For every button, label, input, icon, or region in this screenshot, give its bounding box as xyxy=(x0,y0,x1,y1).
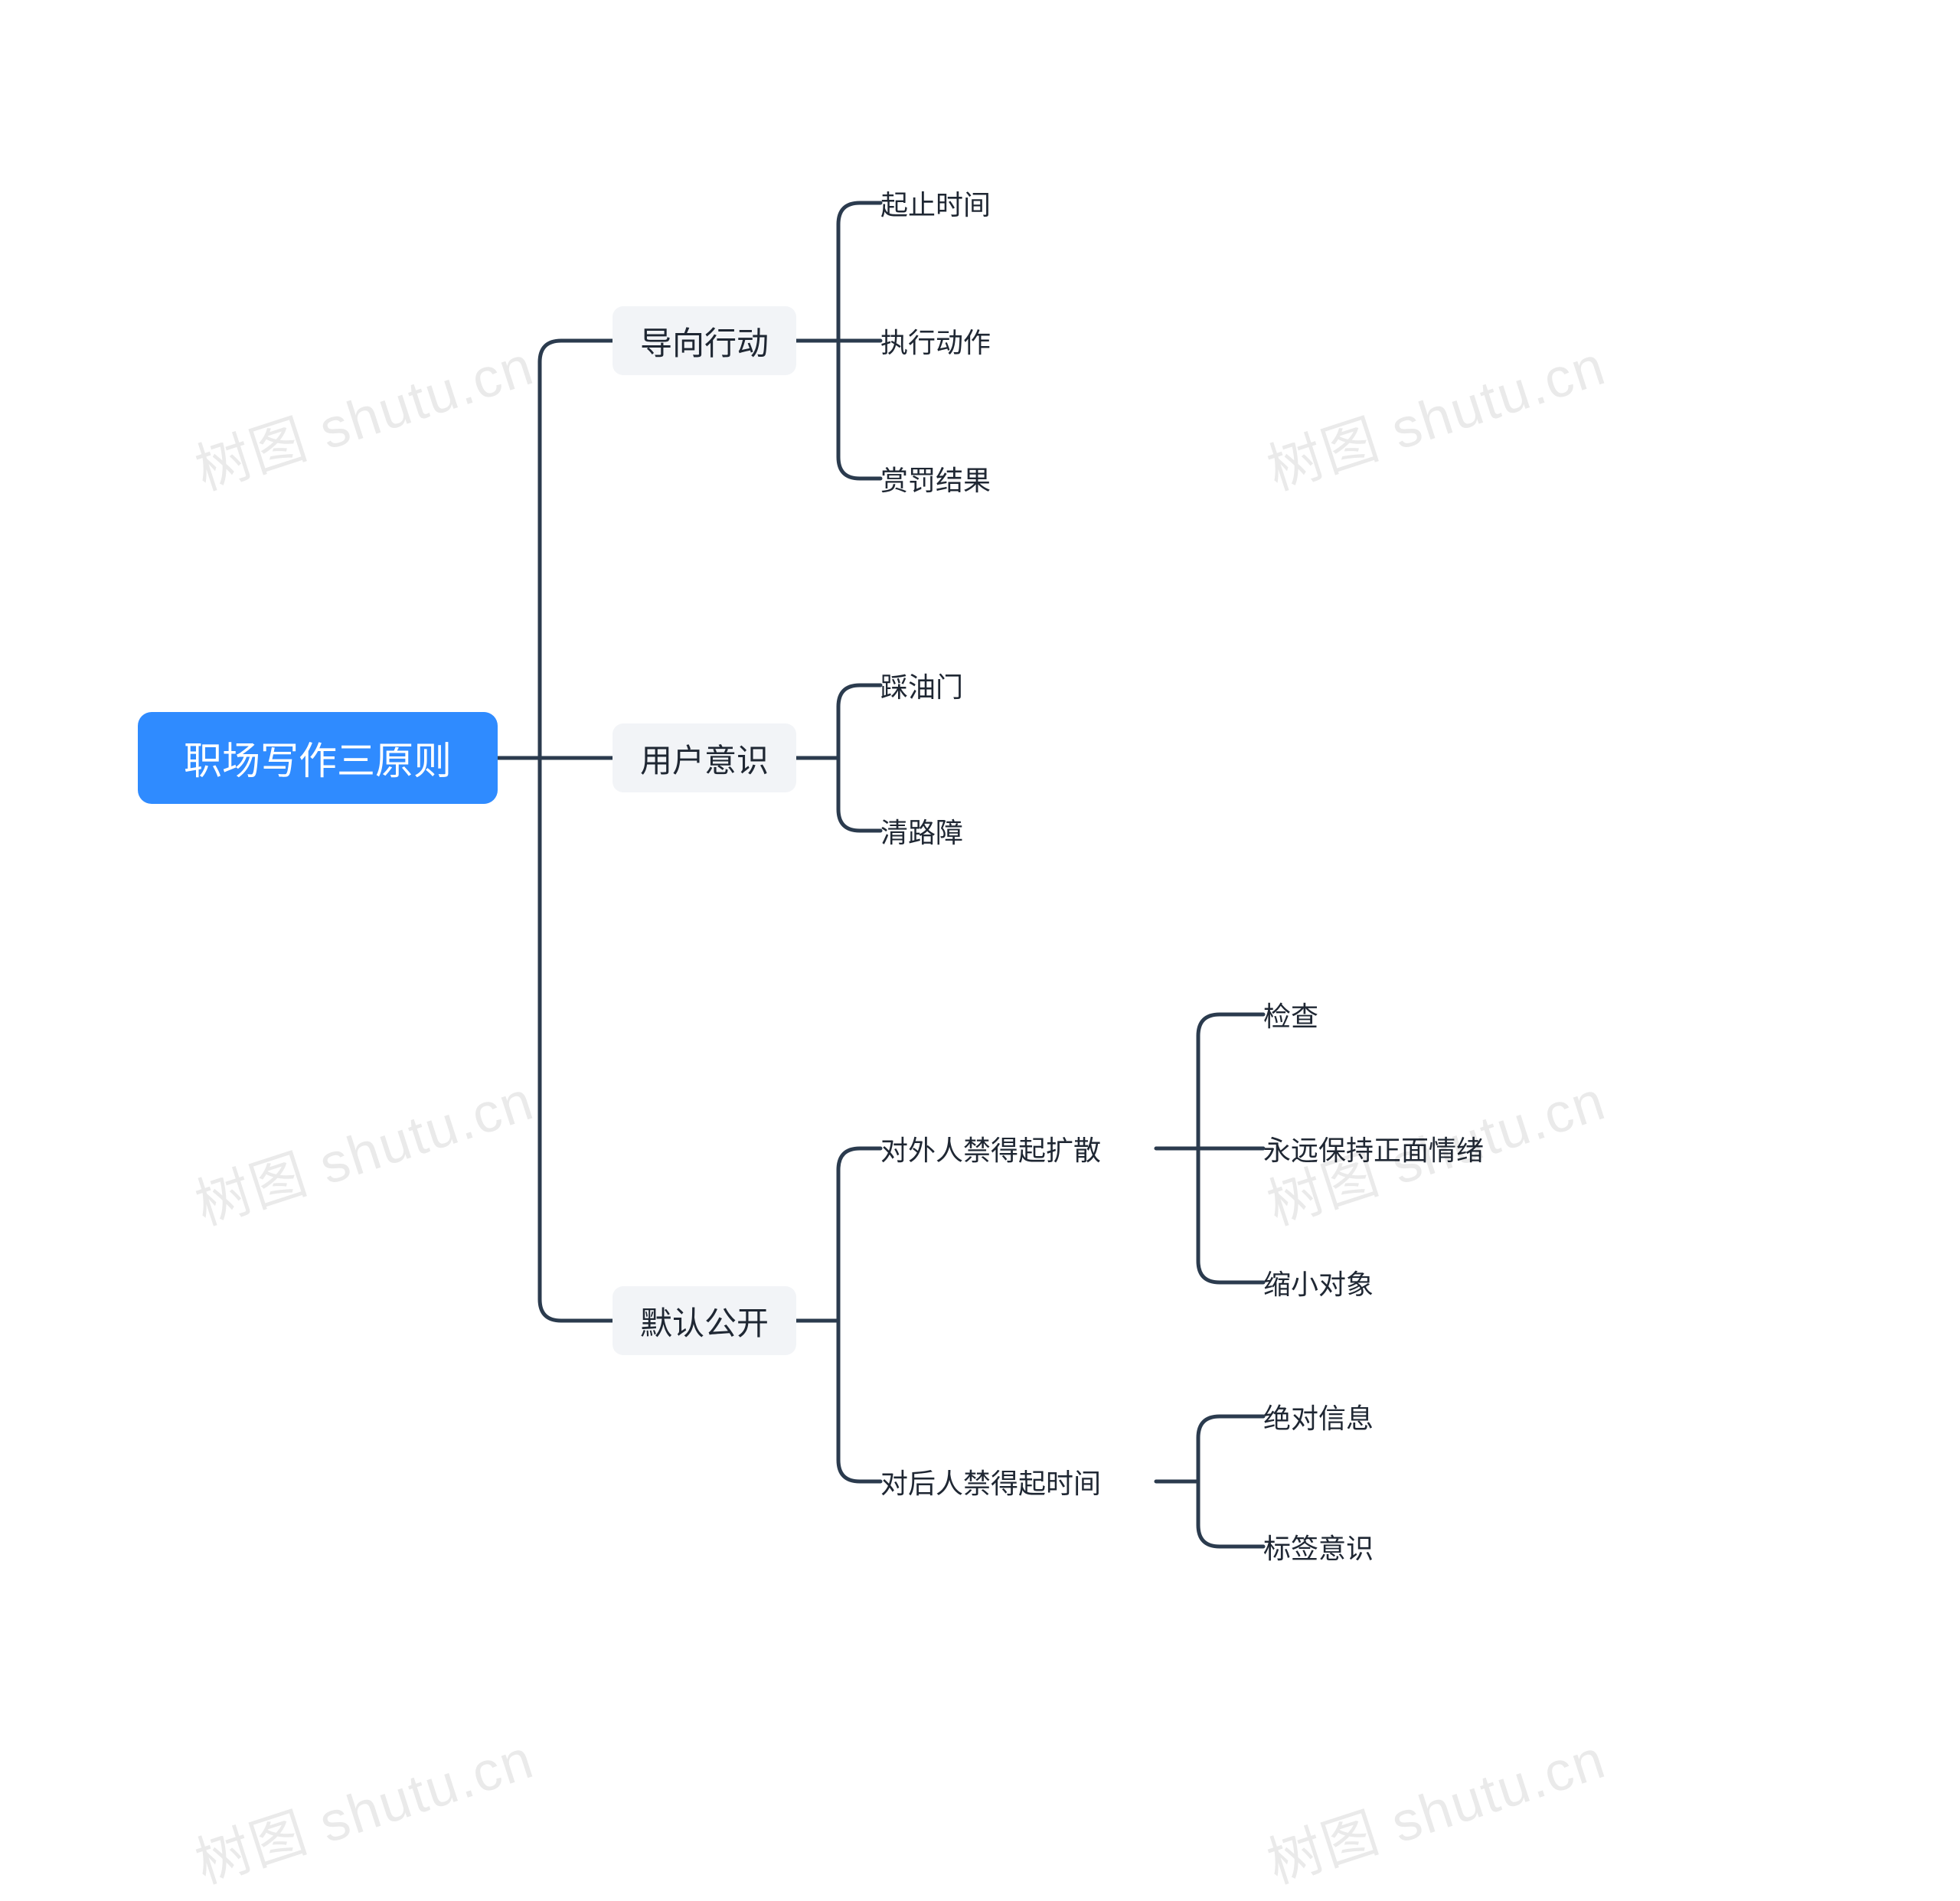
leaf-label: 缩小对象 xyxy=(1263,1262,1374,1302)
branch-node-user[interactable]: 用户意识 xyxy=(612,723,796,792)
leaf-label: 踩油门 xyxy=(880,665,963,705)
leaf-node[interactable]: 缩小对象 xyxy=(1263,1263,1416,1302)
leaf-node[interactable]: 对外人禁得起扩散 xyxy=(880,1129,1156,1168)
watermark: 树图 shutu.cn xyxy=(184,1055,542,1240)
leaf-label: 执行动作 xyxy=(880,321,991,361)
leaf-label: 对后人禁得起时间 xyxy=(880,1462,1101,1501)
connector xyxy=(796,1148,880,1481)
leaf-label: 标签意识 xyxy=(1263,1527,1374,1566)
root-label: 职场写作三原则 xyxy=(184,730,452,786)
branch-node-public[interactable]: 默认公开 xyxy=(612,1286,796,1355)
connector-layer xyxy=(0,0,1960,1901)
connector xyxy=(498,341,612,1321)
connector xyxy=(1156,1014,1263,1282)
connector xyxy=(796,685,880,831)
leaf-node[interactable]: 清路障 xyxy=(880,812,1003,850)
leaf-node[interactable]: 起止时间 xyxy=(880,184,1034,222)
leaf-node[interactable]: 永远保持正面情绪 xyxy=(1263,1129,1524,1168)
watermark: 树图 shutu.cn xyxy=(1256,1713,1614,1898)
leaf-node[interactable]: 对后人禁得起时间 xyxy=(880,1462,1156,1501)
leaf-label: 永远保持正面情绪 xyxy=(1263,1129,1484,1168)
leaf-node[interactable]: 检查 xyxy=(1263,995,1355,1034)
connector xyxy=(796,203,880,479)
leaf-node[interactable]: 标签意识 xyxy=(1263,1527,1416,1566)
leaf-node[interactable]: 踩油门 xyxy=(880,666,1003,704)
branch-node-action[interactable]: 导向行动 xyxy=(612,306,796,375)
branch-label: 默认公开 xyxy=(640,1298,769,1344)
mindmap-root-node[interactable]: 职场写作三原则 xyxy=(138,712,498,804)
leaf-node[interactable]: 绝对信息 xyxy=(1263,1397,1416,1436)
leaf-label: 对外人禁得起扩散 xyxy=(880,1129,1101,1168)
watermark: 树图 shutu.cn xyxy=(184,1713,542,1898)
leaf-node[interactable]: 执行动作 xyxy=(880,322,1034,360)
leaf-label: 赏罚结果 xyxy=(880,459,991,498)
leaf-label: 检查 xyxy=(1263,995,1318,1034)
watermark: 树图 shutu.cn xyxy=(184,320,542,505)
leaf-label: 绝对信息 xyxy=(1263,1396,1374,1436)
leaf-label: 清路障 xyxy=(880,811,963,851)
watermark: 树图 shutu.cn xyxy=(1256,320,1614,505)
leaf-node[interactable]: 赏罚结果 xyxy=(880,459,1034,498)
connector xyxy=(1156,1416,1263,1547)
leaf-label: 起止时间 xyxy=(880,183,991,223)
branch-label: 导向行动 xyxy=(640,318,769,364)
branch-label: 用户意识 xyxy=(640,735,769,782)
